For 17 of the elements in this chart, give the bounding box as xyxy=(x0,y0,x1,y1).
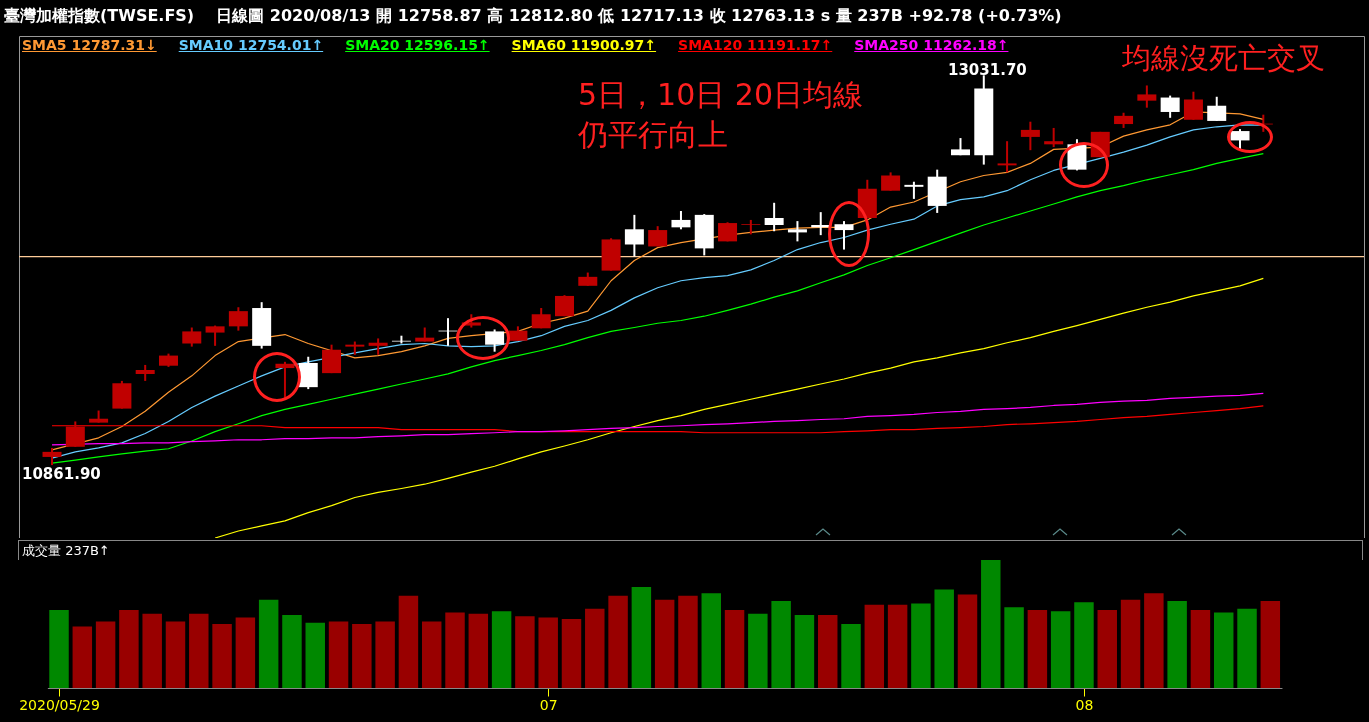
text: 均線沒死亡交叉 xyxy=(1122,41,1325,75)
text: SMA5 12787.31↓ xyxy=(22,37,157,53)
chart-title: 成交量 237B↑ xyxy=(22,542,110,560)
text: SMA60 11900.97↑ xyxy=(511,37,657,53)
annotation: 13031.70 xyxy=(948,61,1027,79)
text: SMA250 11262.18↑ xyxy=(854,37,1009,53)
x-tick-label: 07 xyxy=(539,696,558,713)
text: SMA10 12754.01↑ xyxy=(178,37,324,53)
chart-title: 臺灣加權指數(TWSE.FS) xyxy=(4,6,195,25)
x-tick-label: 2020/05/29 xyxy=(19,696,100,713)
annotation: 仍平行向上 xyxy=(578,117,728,152)
annotation: 10861.90 xyxy=(22,465,101,483)
x-tick-label: 08 xyxy=(1075,696,1094,713)
annotation: 5日，10日 20日均線 xyxy=(578,77,863,112)
text: SMA20 12596.15↑ xyxy=(345,37,490,53)
text: SMA120 11191.17↑ xyxy=(678,37,833,53)
chart-subtitle: 日線圖 2020/08/13 開 12758.87 高 12812.80 低 12717.13 收 12763.13 s 量 237B +92.78 (+0.73%) xyxy=(216,6,1062,25)
